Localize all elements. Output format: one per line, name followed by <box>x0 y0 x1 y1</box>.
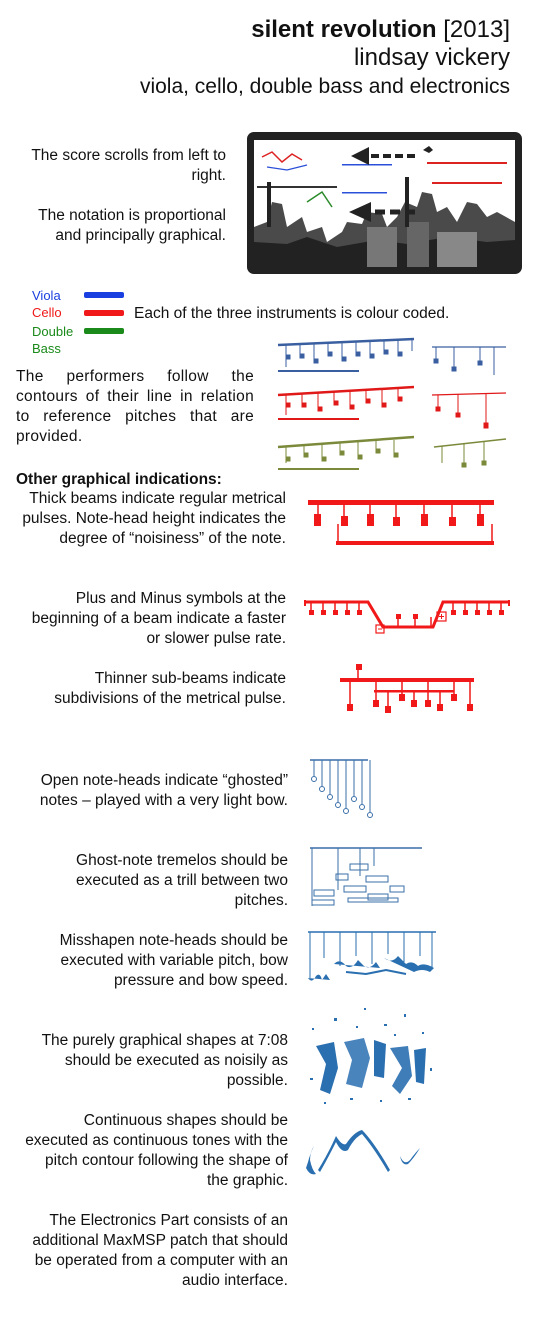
instrument-staves-image <box>277 337 507 470</box>
title-text: silent revolution <box>251 16 437 43</box>
continuous-text: Continuous shapes should be executed as … <box>25 1112 288 1189</box>
tremelos-image <box>310 847 422 906</box>
legend-cello: Cello <box>32 305 62 320</box>
other-heading: Other graphical indications: <box>16 471 222 488</box>
plus-minus-text: Plus and Minus symbols at the beginning … <box>31 590 286 647</box>
misshapen-image <box>308 931 436 981</box>
legend-swatch-cello <box>84 310 124 316</box>
continuous-shapes-image <box>306 1130 420 1175</box>
thick-beams-image <box>308 500 494 545</box>
page-title: silent revolution [2013] <box>251 16 510 44</box>
composer-name: lindsay vickery <box>353 44 510 71</box>
instrumentation: viola, cello, double bass and electronic… <box>139 75 510 98</box>
legend-caption: Each of the three instruments is colour … <box>134 305 450 322</box>
sub-beams-image <box>340 664 474 713</box>
legend-bass: Bass <box>32 341 61 356</box>
tremelos-text: Ghost-note tremelos should be executed a… <box>76 852 288 909</box>
open-heads-text: Open note-heads indicate “ghosted” notes… <box>39 772 288 809</box>
legend-double: Double <box>32 324 74 339</box>
score-preview-image <box>247 132 522 274</box>
score-scroll-text: The score scrolls from left to right. <box>31 147 226 184</box>
sub-beams-text: Thinner sub-beams indicate subdivisions … <box>54 670 286 707</box>
electronics-text: The Electronics Part consists of an addi… <box>32 1212 288 1289</box>
title-year: [2013] <box>443 16 510 43</box>
misshapen-text: Misshapen note-heads should be executed … <box>59 932 288 989</box>
legend-swatch-bass <box>84 328 124 334</box>
graphical-shapes-text: The purely graphical shapes at 7:08 shou… <box>41 1032 288 1089</box>
graphical-shapes-image <box>310 1008 432 1104</box>
notation-type-text: The notation is proportional and princip… <box>38 207 226 244</box>
legend-swatch-viola <box>84 292 124 298</box>
thick-beams-text: Thick beams indicate regular metrical pu… <box>22 490 286 547</box>
open-heads-image <box>310 759 373 818</box>
legend-viola: Viola <box>32 288 61 303</box>
performers-text: The performers follow the contours of th… <box>16 368 254 445</box>
plus-minus-image <box>304 600 510 634</box>
